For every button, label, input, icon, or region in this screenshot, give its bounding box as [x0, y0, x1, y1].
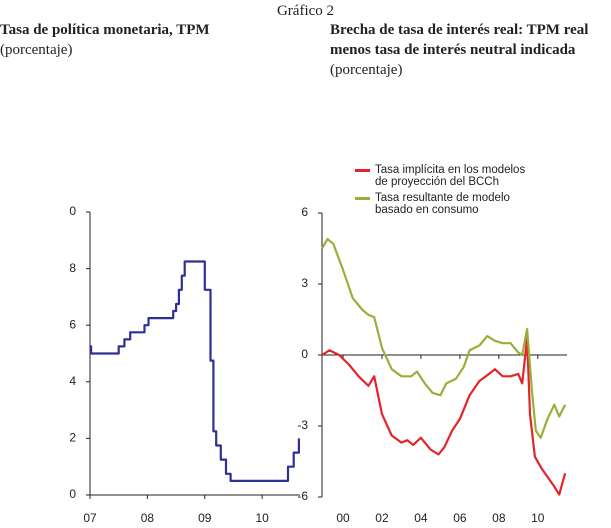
y-tick-label: 6	[69, 317, 76, 331]
x-tick-label: 08	[492, 511, 506, 525]
x-tick-label: 10	[531, 511, 545, 525]
legend-label: Tasa resultante de modelo basado en cons…	[375, 192, 510, 216]
y-tick-label: 2	[69, 431, 76, 445]
x-tick-label: 09	[198, 511, 212, 525]
x-tick-label: 02	[375, 511, 389, 525]
line	[90, 260, 300, 482]
y-tick-label: -3	[297, 418, 308, 432]
legend-swatch	[355, 169, 370, 172]
x-tick-label: 00	[336, 511, 350, 525]
x-tick-label: 06	[453, 511, 467, 525]
legend-label: Tasa implícita en los modelos de proyecc…	[375, 164, 526, 188]
legend: Tasa implícita en los modelos de proyecc…	[355, 164, 530, 220]
x-tick-label: 10	[255, 511, 269, 525]
line	[321, 237, 567, 439]
y-tick-label: 0	[301, 347, 308, 361]
chart-subtitle: (porcentaje)	[330, 62, 403, 78]
y-tick-label: 6	[301, 205, 308, 219]
title-block: Tasa de política monetaria, TPM (porcent…	[0, 20, 330, 60]
x-tick-label: 08	[141, 511, 155, 525]
title-block: Brecha de tasa de interés real: TPM real…	[330, 20, 611, 80]
legend-item: Tasa resultante de modelo basado en cons…	[355, 192, 530, 216]
chart-title: Tasa de política monetaria, TPM	[0, 22, 210, 38]
chart-title: Brecha de tasa de interés real: TPM real…	[330, 22, 589, 58]
y-tick-label: 0	[69, 487, 76, 501]
y-tick-label: 0	[69, 204, 76, 218]
x-tick-label: 07	[83, 511, 97, 525]
y-tick-label: 3	[301, 276, 308, 290]
y-tick-label: 8	[69, 261, 76, 275]
legend-swatch	[355, 197, 370, 200]
chart-subtitle: (porcentaje)	[0, 42, 73, 58]
y-tick-label: -6	[297, 489, 308, 503]
header: Gráfico 2	[276, 3, 335, 19]
x-tick-label: 04	[414, 511, 428, 525]
legend-item: Tasa implícita en los modelos de proyecc…	[355, 164, 530, 188]
line	[321, 337, 567, 496]
y-tick-label: 4	[69, 374, 76, 388]
